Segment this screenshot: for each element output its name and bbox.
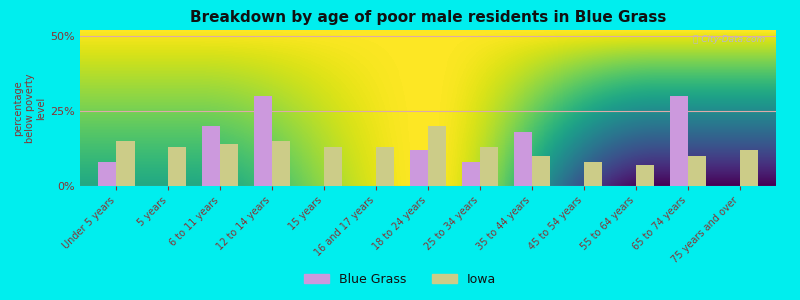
Bar bbox=[670, 96, 688, 186]
Bar bbox=[410, 150, 428, 186]
Bar bbox=[480, 147, 498, 186]
Bar bbox=[688, 156, 706, 186]
Text: Ⓢ City-Data.com: Ⓢ City-Data.com bbox=[694, 35, 766, 44]
Bar bbox=[514, 132, 532, 186]
Bar bbox=[324, 147, 342, 186]
Bar bbox=[532, 156, 550, 186]
Bar bbox=[636, 165, 654, 186]
Title: Breakdown by age of poor male residents in Blue Grass: Breakdown by age of poor male residents … bbox=[190, 10, 666, 25]
Bar bbox=[202, 126, 220, 186]
Bar bbox=[116, 141, 134, 186]
Bar bbox=[740, 150, 758, 186]
Y-axis label: percentage
below poverty
level: percentage below poverty level bbox=[13, 73, 46, 143]
Bar bbox=[428, 126, 446, 186]
Bar bbox=[98, 162, 116, 186]
Bar bbox=[220, 144, 238, 186]
Bar bbox=[376, 147, 394, 186]
Bar bbox=[272, 141, 290, 186]
Bar bbox=[168, 147, 186, 186]
Bar bbox=[254, 96, 272, 186]
Bar bbox=[584, 162, 602, 186]
Legend: Blue Grass, Iowa: Blue Grass, Iowa bbox=[299, 268, 501, 291]
Bar bbox=[462, 162, 480, 186]
